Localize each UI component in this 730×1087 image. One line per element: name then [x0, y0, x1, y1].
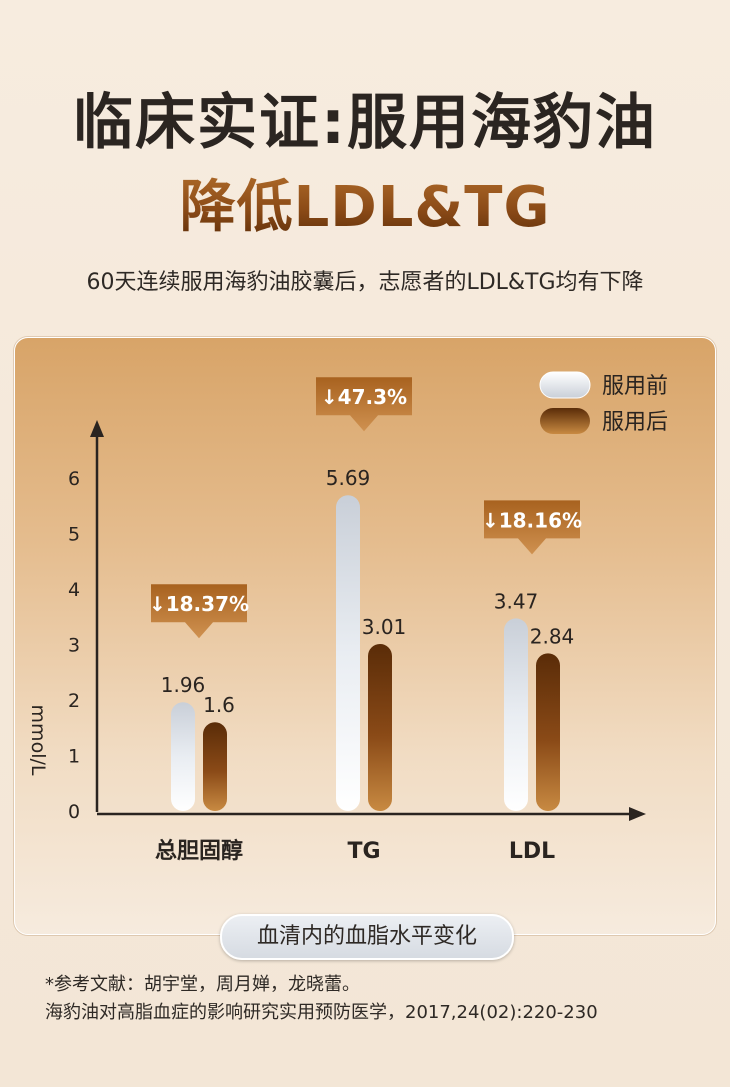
x-axis-arrow — [629, 807, 646, 821]
data-label-after: 2.84 — [530, 624, 575, 648]
data-label-after: 1.6 — [203, 693, 235, 717]
reduction-label: ↓18.16% — [482, 508, 582, 532]
bar-before — [504, 618, 528, 811]
y-tick-label: 5 — [68, 524, 80, 546]
y-tick-label: 3 — [68, 635, 80, 657]
bar-before — [171, 702, 195, 811]
bar-after — [203, 722, 227, 811]
legend-label-after: 服用后 — [602, 410, 668, 435]
reduction-badge — [316, 377, 412, 432]
legend-swatch-after — [540, 408, 590, 434]
data-label-before: 3.47 — [494, 589, 539, 613]
y-axis-arrow — [90, 420, 104, 437]
x-tick-label: LDL — [509, 839, 555, 864]
page-subtitle: 降低LDL&TG — [0, 162, 730, 243]
reduction-label: ↓47.3% — [321, 385, 407, 409]
reduction-badge — [484, 500, 580, 555]
y-tick-label: 1 — [68, 746, 80, 768]
bar-before — [336, 495, 360, 811]
y-tick-label: 2 — [68, 690, 80, 712]
chart-card — [14, 337, 716, 935]
y-tick-label: 4 — [68, 579, 80, 601]
reduction-badge — [151, 584, 247, 639]
x-tick-label: 总胆固醇 — [155, 838, 243, 864]
data-label-before: 1.96 — [161, 673, 206, 697]
data-label-before: 5.69 — [326, 466, 371, 490]
legend-swatch-before — [539, 371, 591, 399]
bar-after — [536, 653, 560, 811]
page-title: 临床实证:服用海豹油 — [73, 88, 657, 158]
legend-label-before: 服用前 — [602, 374, 668, 399]
chart-caption: 血清内的血脂水平变化 — [220, 914, 514, 960]
y-tick-label: 6 — [68, 468, 80, 490]
bar-after — [368, 643, 392, 811]
y-tick-label: 0 — [68, 801, 80, 823]
bar-chart: mmol/L 服用前 服用后 0 1 2 3 4 5 6 1.961.6 ↓18.37% 总胆固醇… — [27, 371, 668, 864]
reference-line-2: 海豹油对高脂血症的影响研究实用预防医学，2017,24(02):220-230 — [45, 1002, 598, 1023]
reference-line-1: *参考文献：胡宇堂，周月婵，龙晓蕾。 — [45, 974, 360, 995]
reduction-label: ↓18.37% — [149, 592, 249, 616]
x-tick-label: TG — [347, 839, 380, 864]
data-label-after: 3.01 — [362, 615, 407, 639]
y-axis-label: mmol/L — [27, 705, 49, 776]
description-text: 60天连续服用海豹油胶囊后，志愿者的LDL&TG均有下降 — [86, 270, 644, 295]
